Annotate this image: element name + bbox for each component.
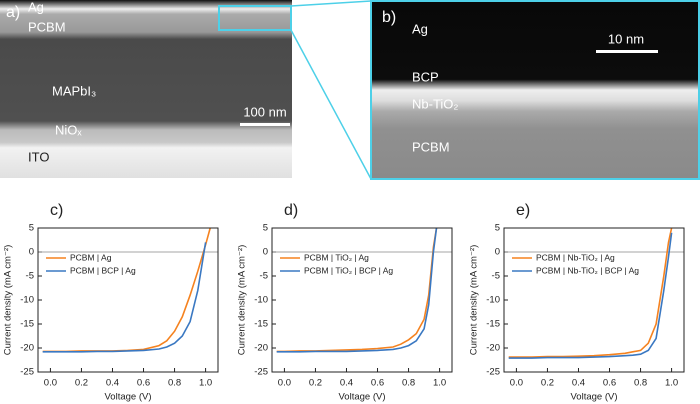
- panel-label: e): [516, 202, 530, 219]
- line-series: [508, 227, 673, 358]
- y-tick-label: 5: [263, 223, 268, 234]
- x-tick-label: 0.6: [603, 378, 616, 389]
- y-tick-label: -25: [20, 367, 34, 378]
- line-series: [42, 227, 211, 353]
- legend-label: PCBM | Nb-TiO₂ | Ag: [536, 252, 615, 262]
- zoom-box: [218, 5, 292, 31]
- micrograph-a: a) Ag PCBM MAPbI₃ NiOₓ ITO 100 nm: [0, 0, 292, 178]
- y-tick-label: 5: [495, 223, 500, 234]
- y-tick-label: 0: [495, 247, 500, 258]
- layer-label: PCBM: [28, 19, 66, 34]
- y-tick-label: 5: [29, 223, 34, 234]
- x-tick-label: 0.6: [371, 378, 384, 389]
- y-tick-label: -5: [26, 271, 34, 282]
- line-series: [276, 227, 438, 353]
- y-tick-label: -15: [254, 319, 268, 330]
- x-tick-label: 0.4: [340, 378, 353, 389]
- layer-label: Ag: [412, 21, 428, 36]
- x-tick-label: 0.2: [75, 378, 88, 389]
- y-tick-label: -5: [260, 271, 268, 282]
- x-tick-label: 0.4: [572, 378, 585, 389]
- x-tick-label: 0.8: [402, 378, 415, 389]
- micrograph-b: b) Ag BCP Nb-TiO₂ PCBM 10 nm: [370, 0, 700, 180]
- y-tick-label: -25: [254, 367, 268, 378]
- charts: c) 5 0 -5 -10 -15 -20 -25 0.0 0.2 0.4 0.6 0.8 1.0 Volt…: [3, 202, 685, 403]
- plot-frame: [503, 227, 685, 373]
- plot-frame: [37, 227, 219, 373]
- y-tick-label: -10: [486, 295, 500, 306]
- scale-bar-label: 10 nm: [608, 31, 644, 46]
- sem-image: [370, 0, 700, 180]
- chart: e) 5 0 -5 -10 -15 -20 -25 0.0 0.2 0.4 0.6 0.8 1.0 Volt…: [469, 202, 685, 403]
- y-tick-label: -15: [486, 319, 500, 330]
- layer-label: MAPbI₃: [52, 83, 96, 98]
- line-series: [276, 227, 438, 353]
- y-tick-label: -5: [492, 271, 500, 282]
- y-axis-label: Current density (mA cm⁻²): [3, 245, 14, 356]
- chart: d) 5 0 -5 -10 -15 -20 -25 0.0 0.2 0.4 0.6 0.8 1.0 Volt…: [237, 202, 453, 403]
- x-tick-label: 0.2: [541, 378, 554, 389]
- x-tick-label: 1.0: [433, 378, 446, 389]
- panel-label: d): [284, 202, 298, 219]
- x-tick-label: 0.0: [44, 378, 57, 389]
- y-tick-label: -10: [20, 295, 34, 306]
- x-tick-label: 0.8: [634, 378, 647, 389]
- y-tick-label: -20: [254, 343, 268, 354]
- legend-label: PCBM | Ag: [70, 252, 112, 262]
- layer-label: Nb-TiO₂: [412, 96, 458, 111]
- layer-label: PCBM: [412, 139, 450, 154]
- scale-bar: [596, 50, 658, 53]
- legend-label: PCBM | TiO₂ | BCP | Ag: [304, 265, 393, 275]
- layer-label: BCP: [412, 69, 439, 84]
- x-tick-label: 0.4: [106, 378, 119, 389]
- y-axis-label: Current density (mA cm⁻²): [237, 245, 248, 356]
- x-tick-label: 0.0: [510, 378, 523, 389]
- layer-label: ITO: [28, 149, 49, 164]
- x-axis-label: Voltage (V): [339, 392, 386, 403]
- scale-bar: [240, 123, 290, 126]
- x-tick-label: 0.8: [168, 378, 181, 389]
- chart: c) 5 0 -5 -10 -15 -20 -25 0.0 0.2 0.4 0.6 0.8 1.0 Volt…: [3, 202, 219, 403]
- y-tick-label: -15: [20, 319, 34, 330]
- x-tick-label: 0.2: [309, 378, 322, 389]
- line-series: [42, 242, 207, 353]
- layer-label: Ag: [28, 0, 44, 14]
- y-tick-label: -20: [20, 343, 34, 354]
- scale-bar-label: 100 nm: [243, 104, 286, 119]
- line-series: [508, 232, 673, 359]
- y-tick-label: 0: [29, 247, 34, 258]
- x-tick-label: 1.0: [199, 378, 212, 389]
- x-tick-label: 1.0: [665, 378, 678, 389]
- y-tick-label: -25: [486, 367, 500, 378]
- y-axis-label: Current density (mA cm⁻²): [469, 245, 480, 356]
- zoom-line: [290, 0, 372, 7]
- plot-frame: [271, 227, 453, 373]
- x-tick-label: 0.0: [278, 378, 291, 389]
- layer-label: NiOₓ: [55, 122, 82, 137]
- y-tick-label: -20: [486, 343, 500, 354]
- legend-label: PCBM | TiO₂ | Ag: [304, 252, 369, 262]
- x-axis-label: Voltage (V): [105, 392, 152, 403]
- y-tick-label: -10: [254, 295, 268, 306]
- legend-label: PCBM | BCP | Ag: [70, 265, 136, 275]
- y-tick-label: 0: [263, 247, 268, 258]
- panel-label: c): [50, 202, 63, 219]
- legend-label: PCBM | Nb-TiO₂ | BCP | Ag: [536, 265, 639, 275]
- panel-label: b): [382, 9, 396, 26]
- zoom-line: [290, 29, 372, 180]
- x-tick-label: 0.6: [137, 378, 150, 389]
- panel-label: a): [6, 4, 20, 21]
- x-axis-label: Voltage (V): [571, 392, 618, 403]
